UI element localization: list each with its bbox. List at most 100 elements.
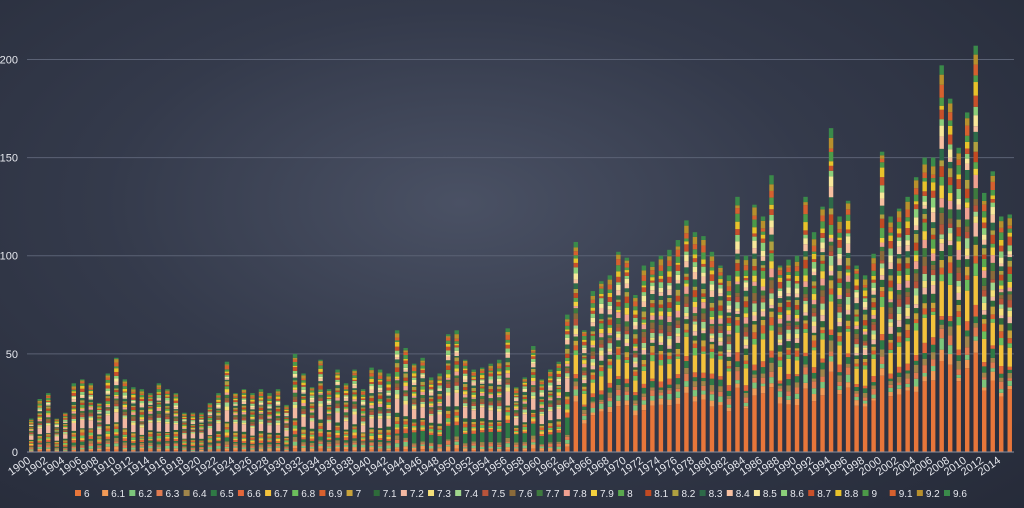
legend-item[interactable]: 7.3 xyxy=(428,489,451,500)
bar-segment xyxy=(828,197,834,209)
bar-segment xyxy=(522,448,527,451)
legend-item[interactable]: 7.9 xyxy=(590,489,614,500)
bar-segment xyxy=(190,438,196,440)
legend-item[interactable]: 8.6 xyxy=(781,489,804,500)
bar-segment xyxy=(590,307,596,311)
legend-item[interactable]: 8 xyxy=(618,489,633,500)
bar-segment xyxy=(488,449,493,452)
bar-segment xyxy=(777,339,783,343)
bar-segment xyxy=(684,373,689,382)
bar-segment xyxy=(939,349,944,362)
legend-item[interactable]: 6 xyxy=(75,489,90,500)
bar-segment xyxy=(343,445,349,447)
bar-segment xyxy=(641,331,647,338)
bar-segment xyxy=(879,279,885,288)
legend-item[interactable]: 8.1 xyxy=(645,489,669,500)
legend-item[interactable]: 7.6 xyxy=(509,489,533,500)
bar-segment xyxy=(939,328,944,339)
bar-segment xyxy=(845,382,851,388)
bar-segment xyxy=(394,443,400,448)
bar-segment xyxy=(862,365,868,370)
bar-segment xyxy=(207,405,213,408)
bar-segment xyxy=(641,287,647,293)
bar-segment xyxy=(216,396,221,398)
legend-item[interactable]: 6.9 xyxy=(319,489,343,500)
bar-segment xyxy=(352,426,357,428)
legend-item[interactable]: 8.5 xyxy=(753,489,777,500)
bar-segment xyxy=(871,344,876,347)
bar-segment xyxy=(726,325,732,331)
bar-segment xyxy=(709,335,715,339)
bar-segment xyxy=(743,339,749,346)
bar-segment xyxy=(122,401,128,403)
bar-segment xyxy=(845,214,851,221)
bar-segment xyxy=(326,398,332,400)
legend-item[interactable]: 8.2 xyxy=(672,489,696,500)
bar-segment xyxy=(531,409,536,413)
legend-item[interactable]: 8.3 xyxy=(699,489,723,500)
legend-item[interactable]: 7.1 xyxy=(373,489,397,500)
legend-item[interactable]: 6.6 xyxy=(237,489,261,500)
legend-item[interactable]: 9.6 xyxy=(944,489,967,500)
bar-segment xyxy=(820,271,825,279)
bar-segment xyxy=(1007,316,1012,324)
legend-item[interactable]: 8.4 xyxy=(726,489,750,500)
bar-segment xyxy=(63,414,68,417)
legend-item[interactable]: 6.7 xyxy=(265,489,288,500)
bar-stack xyxy=(879,151,885,452)
legend-item[interactable]: 6.1 xyxy=(102,489,125,500)
legend-item[interactable]: 7.8 xyxy=(563,489,587,500)
legend-item[interactable]: 9.2 xyxy=(916,489,940,500)
bar-segment xyxy=(343,440,349,443)
bar-segment xyxy=(939,148,944,161)
bar-segment xyxy=(794,318,800,322)
bar-segment xyxy=(999,324,1004,332)
bar-segment xyxy=(131,450,136,452)
bar-segment xyxy=(888,222,893,228)
legend-item[interactable]: 6.3 xyxy=(156,489,180,500)
bar-segment xyxy=(420,419,425,422)
legend-item[interactable]: 9 xyxy=(862,489,878,500)
bar-segment xyxy=(233,413,238,416)
bar-segment xyxy=(964,259,970,267)
legend-item[interactable]: 6.4 xyxy=(183,489,207,500)
bar-segment xyxy=(999,396,1004,452)
bar-segment xyxy=(522,381,527,383)
bar-segment xyxy=(879,237,885,243)
bar-segment xyxy=(343,435,349,438)
bar-segment xyxy=(1007,385,1012,390)
bar-segment xyxy=(888,227,893,233)
legend-item[interactable]: 8.8 xyxy=(835,489,859,500)
legend-item[interactable]: 7.7 xyxy=(536,489,560,500)
bar-segment xyxy=(956,304,961,312)
legend-item[interactable]: 8.7 xyxy=(808,489,832,500)
bar-segment xyxy=(854,297,859,304)
bar-segment xyxy=(216,393,221,396)
bar-segment xyxy=(973,340,978,353)
bar-segment xyxy=(667,302,672,308)
legend-item[interactable]: 6.8 xyxy=(292,489,316,500)
bar-segment xyxy=(650,312,655,316)
legend-item[interactable]: 6.2 xyxy=(129,489,153,500)
bar-segment xyxy=(88,394,94,397)
bar-segment xyxy=(777,275,783,278)
bar-segment xyxy=(1007,251,1012,255)
bar-segment xyxy=(786,259,791,266)
legend-item[interactable]: 6.5 xyxy=(210,489,234,500)
bar-segment xyxy=(420,360,425,363)
bar-segment xyxy=(360,425,366,433)
legend-item[interactable]: 7.4 xyxy=(455,489,479,500)
bar-segment xyxy=(607,365,613,369)
legend-item[interactable]: 9.1 xyxy=(889,489,913,500)
bar-segment xyxy=(1007,245,1012,252)
legend-item[interactable]: 7 xyxy=(346,489,362,500)
bar-segment xyxy=(692,386,698,391)
bar-segment xyxy=(684,233,689,239)
bar-segment xyxy=(301,378,306,381)
legend-item[interactable]: 7.2 xyxy=(400,489,424,500)
bar-segment xyxy=(165,445,170,449)
bar-segment xyxy=(122,445,128,448)
bar-segment xyxy=(139,403,145,405)
bar-segment xyxy=(284,447,289,449)
legend-item[interactable]: 7.5 xyxy=(482,489,506,500)
